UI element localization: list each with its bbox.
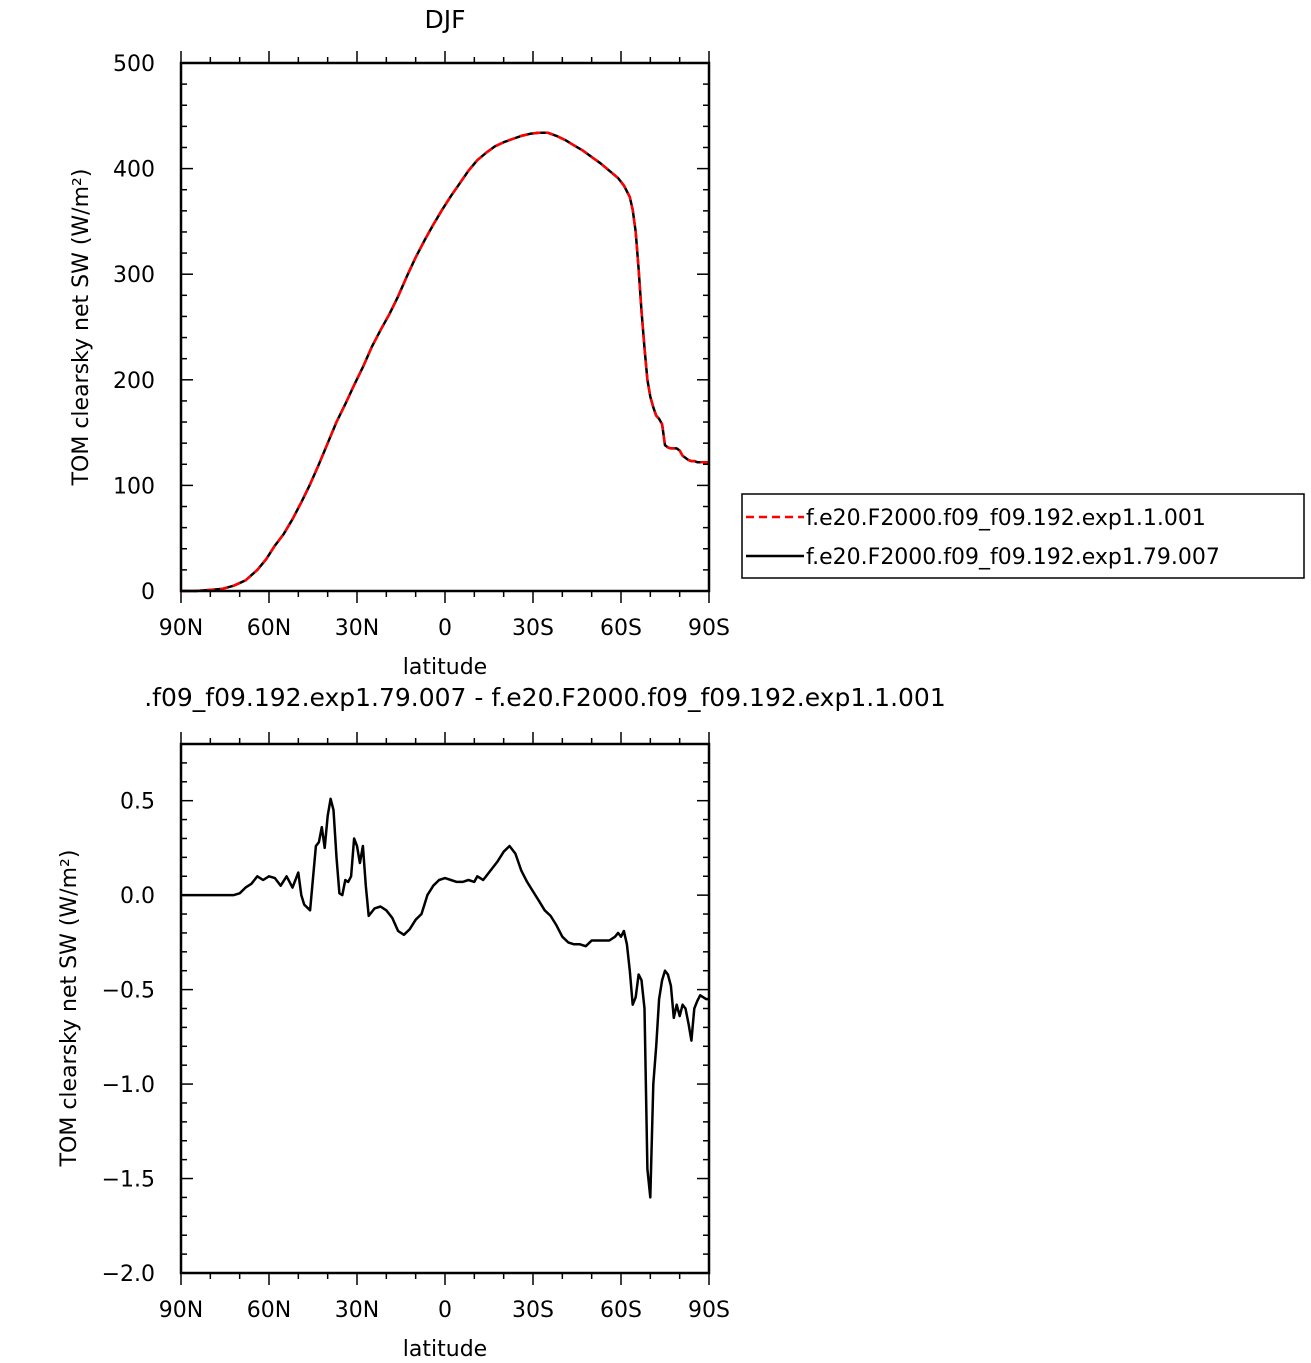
legend-box	[741, 493, 1305, 579]
top-plot-frame	[179, 61, 711, 593]
bottom-x-tick-label: 30N	[335, 1298, 379, 1323]
bottom-y-tick-label: 0.5	[120, 790, 155, 815]
top-series-line-1	[181, 131, 709, 593]
bottom-y-tick-label: −1.5	[102, 1168, 155, 1193]
top-x-tick-label: 30N	[335, 616, 379, 641]
legend: f.e20.F2000.f09_f09.192.exp1.1.001 f.e20…	[741, 493, 1305, 579]
bottom-x-tick-label: 30S	[512, 1298, 554, 1323]
top-y-axis-label: TOM clearsky net SW (W/m²)	[69, 169, 94, 487]
top-y-tick-label: 500	[113, 52, 155, 77]
bottom-y-tick-label: −0.5	[102, 979, 155, 1004]
bottom-x-tick-label: 0	[438, 1298, 452, 1323]
top-chart-title: DJF	[424, 5, 465, 34]
top-x-tick-label: 90N	[159, 616, 203, 641]
top-y-tick-label: 200	[113, 369, 155, 394]
bottom-y-tick-label: 0.0	[120, 884, 155, 909]
bottom-x-axis-label: latitude	[403, 1337, 487, 1362]
bottom-y-tick-label: −1.0	[102, 1073, 155, 1098]
bottom-series-line-1	[181, 797, 709, 1199]
legend-label-series-2: f.e20.F2000.f09_f09.192.exp1.79.007	[806, 545, 1220, 570]
bottom-plot-frame	[179, 742, 711, 1275]
top-x-tick-label: 60N	[247, 616, 291, 641]
top-y-tick-label: 100	[113, 474, 155, 499]
top-y-tick-label: 0	[141, 580, 155, 605]
top-x-tick-label: 90S	[688, 616, 730, 641]
bottom-chart-panel: .f09_f09.192.exp1.79.007 - f.e20.F2000.f…	[57, 683, 946, 1362]
top-series-line-2	[181, 131, 709, 593]
top-y-tick-label: 300	[113, 263, 155, 288]
top-x-tick-label: 0	[438, 616, 452, 641]
top-x-axis-label: latitude	[403, 655, 487, 680]
top-y-tick-label: 400	[113, 158, 155, 183]
bottom-x-tick-label: 90N	[159, 1298, 203, 1323]
bottom-x-tick-label: 90S	[688, 1298, 730, 1323]
bottom-y-tick-label: −2.0	[102, 1262, 155, 1287]
bottom-x-tick-label: 60S	[600, 1298, 642, 1323]
top-x-tick-label: 60S	[600, 616, 642, 641]
bottom-chart-title: .f09_f09.192.exp1.79.007 - f.e20.F2000.f…	[144, 683, 946, 712]
bottom-y-axis-label: TOM clearsky net SW (W/m²)	[57, 850, 82, 1168]
top-x-tick-label: 30S	[512, 616, 554, 641]
top-chart-panel: DJF 0 100 200 300 400 500 90N 60N 30N 0 30S 60S 90S…	[69, 5, 1305, 680]
bottom-x-tick-label: 60N	[247, 1298, 291, 1323]
legend-label-series-1: f.e20.F2000.f09_f09.192.exp1.1.001	[806, 506, 1206, 531]
